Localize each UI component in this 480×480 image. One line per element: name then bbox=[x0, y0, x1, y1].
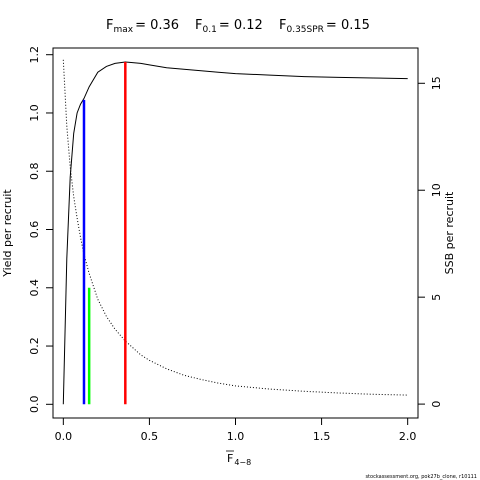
title-f01: F0.1 = 0.12 bbox=[195, 18, 263, 35]
title-f035spr: F0.35SPR = 0.15 bbox=[279, 18, 370, 35]
y2-axis: 0 5 10 15 bbox=[418, 76, 443, 408]
y-tick-label: 0.6 bbox=[28, 221, 41, 239]
y-tick-label: 0.0 bbox=[28, 396, 41, 414]
x-tick-label: 0.5 bbox=[141, 430, 159, 443]
y2-axis-title: SSB per recruit bbox=[443, 191, 456, 274]
y-tick-label: 1.2 bbox=[28, 46, 41, 64]
y2-tick-label: 10 bbox=[430, 183, 443, 197]
plot-frame bbox=[52, 47, 419, 419]
y2-tick-label: 5 bbox=[430, 294, 443, 301]
y-tick-label: 0.4 bbox=[28, 279, 41, 297]
x-axis-title: F4−8 bbox=[227, 452, 251, 467]
y2-tick-label: 15 bbox=[430, 76, 443, 90]
x-tick-label: 0.0 bbox=[55, 430, 73, 443]
x-tick-label: 2.0 bbox=[399, 430, 417, 443]
y-axis: 0.0 0.2 0.4 0.6 0.8 1.0 1.2 bbox=[28, 46, 53, 413]
y-axis-title: Yield per recruit bbox=[1, 189, 14, 278]
title-fmax: Fmax = 0.36 bbox=[106, 18, 179, 35]
x-tick-label: 1.0 bbox=[227, 430, 245, 443]
credit-text: stockassessment.org, pok27b_clone, r1011… bbox=[365, 474, 477, 480]
y-tick-label: 0.2 bbox=[28, 337, 41, 355]
yield-per-recruit-line bbox=[62, 61, 408, 405]
y-tick-label: 0.8 bbox=[28, 162, 41, 180]
x-axis: 0.0 0.5 1.0 1.5 2.0 bbox=[55, 417, 417, 443]
plot-area bbox=[62, 59, 408, 405]
y2-tick-label: 0 bbox=[430, 401, 443, 408]
ssb-per-recruit-line bbox=[62, 59, 408, 396]
y-tick-label: 1.0 bbox=[28, 104, 41, 122]
x-tick-label: 1.5 bbox=[313, 430, 331, 443]
